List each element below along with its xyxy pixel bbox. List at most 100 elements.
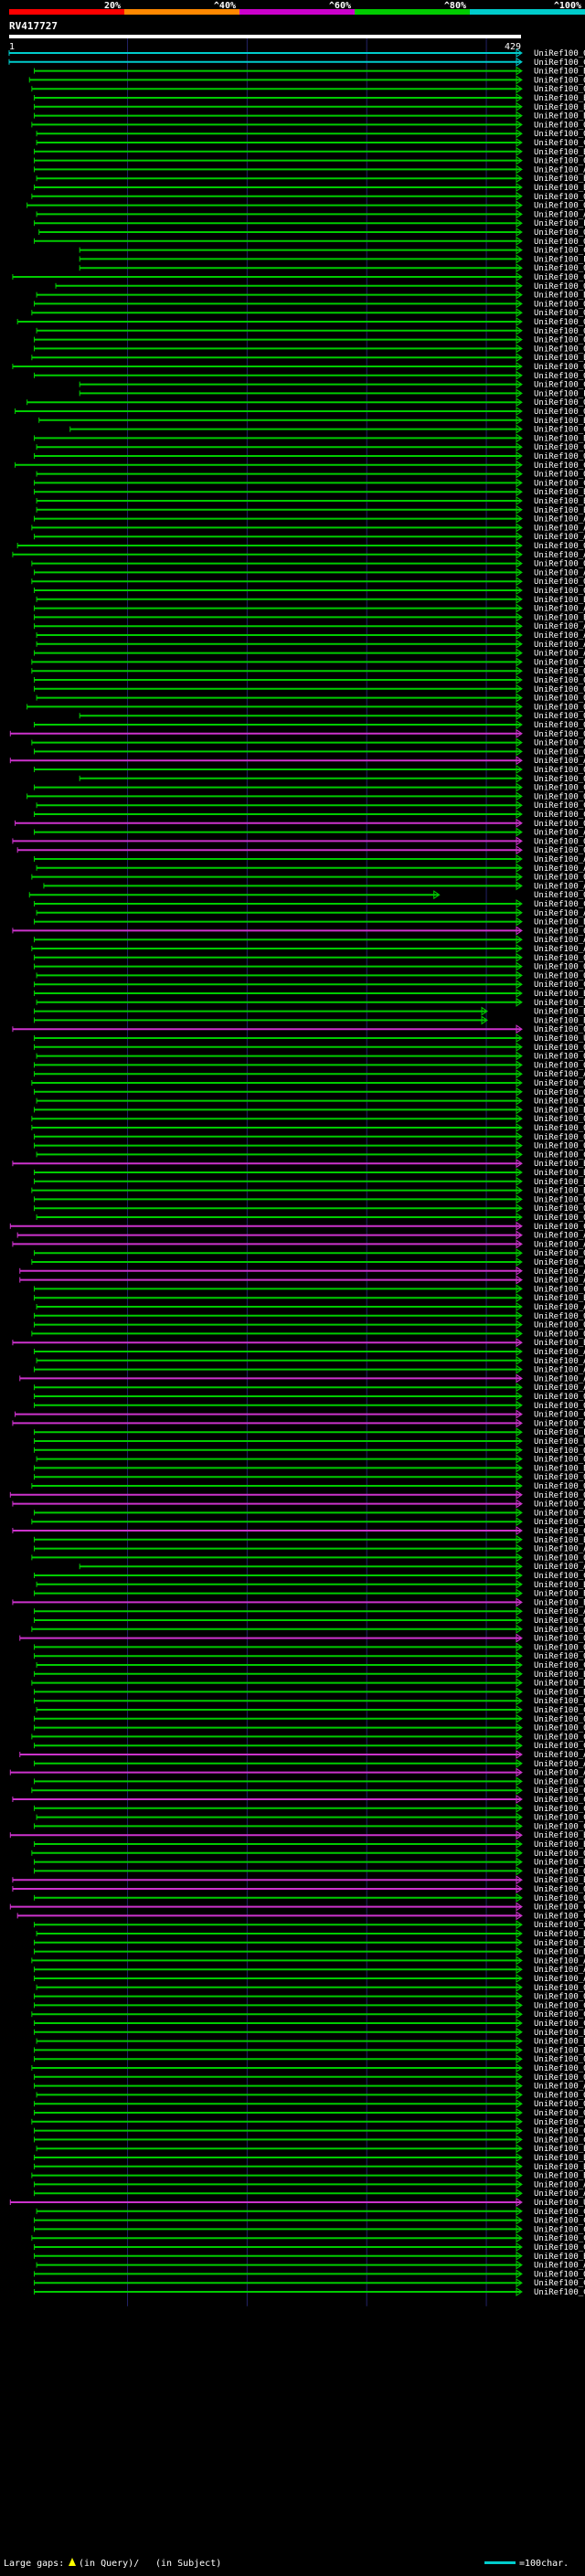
hit-label: UniRef100_C5ZG58 [534,1903,585,1913]
scale-label: ^80% [444,1,466,11]
hit-end-arrow [516,1839,523,1849]
hit-label: UniRef100_Q5U1M3 [534,1133,585,1142]
scale-segment [470,9,585,15]
query-line [9,35,521,38]
hit-label: UniRef100_B4F8H0 [534,1008,585,1017]
hit-end-arrow [516,353,523,363]
hit-end-arrow [516,1096,523,1106]
hit-label: UniRef100_A7PRM2 [534,1267,585,1277]
hit-label: UniRef100_A2YCH1 [534,2189,585,2199]
hit-end-arrow [516,827,523,837]
hit-end-arrow [516,1418,523,1428]
hit-end-arrow [516,155,523,165]
hit-end-arrow [516,872,523,882]
hit-end-arrow [516,549,523,559]
hit-end-arrow [516,1991,523,2001]
hit-label: UniRef100_Q94DM4 [534,578,585,587]
hit-label: UniRef100_B2G334 [534,112,585,122]
hit-end-arrow [516,2278,523,2288]
hit-label: UniRef100_Q43782 [534,238,585,247]
hit-label: UniRef100_Q8S130 [534,1867,585,1876]
hit-label: UniRef100_A9SS06 [534,1563,585,1572]
hit-end-arrow [516,2081,523,2091]
hit-end-arrow [516,980,523,990]
hit-end-arrow [516,1463,523,1473]
hit-label: UniRef100_B9R6M9 [534,1939,585,1948]
hit-label: UniRef100_Q40069 [534,363,585,372]
hit-end-arrow [516,2125,523,2136]
hit-label: UniRef100_A7Q777 [534,165,585,175]
hit-label: UniRef100_Q7SZU8 [534,1402,585,1411]
hit-end-arrow [516,487,523,497]
hit-label: UniRef100_A7PN76 [534,1545,585,1554]
hit-end-arrow [516,1633,523,1643]
hit-label: UniRef100_B9SJK5 [534,1160,585,1169]
hit-end-arrow [516,1034,523,1043]
hit-end-arrow [516,1678,523,1688]
hit-label: UniRef100_B9INZ9 [534,1670,585,1680]
hit-label: UniRef100_P22196 [534,1428,585,1437]
query-gap-icon [69,2558,76,2566]
hit-label: UniRef100_B4FK72 [534,1178,585,1187]
hit-label: UniRef100_A7P0Q6 [534,1374,585,1383]
hit-label: UniRef100_C7DSJ6 [534,1912,585,1921]
hit-label: UniRef100_C0P4S1 [534,2118,585,2127]
hit-label: UniRef100_A7YDM9 [534,1303,585,1312]
hit-end-arrow [516,836,523,846]
hit-label: UniRef100_Q5U1N0 [534,685,585,694]
hit-end-arrow [516,1373,523,1383]
hit-end-arrow [516,881,523,891]
hit-end-arrow [516,773,523,783]
hit-label: UniRef100_Q2Z959 [534,1491,585,1500]
hit-end-arrow [516,2054,523,2064]
hit-label: UniRef100_B4FKG0 [534,1590,585,1599]
hit-end-arrow [516,917,523,927]
scale-label: 20% [104,1,121,11]
hit-label: UniRef100_Q4A3Z7 [534,1214,585,1223]
hit-label: UniRef100_C5YZJ1 [534,2010,585,2019]
hit-label: UniRef100_Q43872 [534,1473,585,1482]
hit-end-arrow [516,2000,523,2010]
hit-end-arrow [516,2019,523,2028]
hit-label: UniRef100_Q7SZU9 [534,766,585,775]
hit-label: UniRef100_Q2ZE10 [534,398,585,408]
hit-label: UniRef100_B9H7V4 [534,94,585,103]
hit-label: UniRef100_Q9FYS6 [534,542,585,551]
hit-end-arrow [516,2170,523,2180]
hit-end-arrow [516,1293,523,1303]
hit-end-arrow [516,675,523,684]
hit-end-arrow [516,693,523,703]
hit-label: UniRef100_A5C701 [534,1966,585,1975]
hit-end-arrow [516,1266,523,1276]
hit-label: UniRef100_A9SES1 [534,1070,585,1079]
hit-label: UniRef100_A9SSB8 [534,1348,585,1357]
hit-end-arrow [516,138,523,147]
scale-label: ^60% [329,1,351,11]
hit-end-arrow [516,1669,523,1679]
hit-end-arrow [516,684,523,694]
hit-end-arrow [516,209,523,219]
hit-end-arrow [516,183,523,192]
hit-end-arrow [516,2045,523,2055]
hit-label: UniRef100_B9N8M8 [534,1948,585,1957]
hit-label: UniRef100_Q4A3Z0 [534,1509,585,1518]
hit-end-arrow [516,1310,523,1320]
hit-end-arrow [516,1230,523,1240]
hit-label: UniRef100_Q43654 [534,85,585,94]
hit-label: UniRef100_Q4A3Y8 [534,1330,585,1339]
hit-label: UniRef100_A9S448 [534,1769,585,1778]
legend-scale-label: =100char. [519,2559,569,2569]
hit-end-arrow [516,1562,523,1572]
hit-end-arrow [516,907,523,917]
hit-end-arrow [516,1803,523,1813]
hit-label: UniRef100_A9RRP4 [534,641,585,650]
hit-end-arrow [516,1338,523,1348]
hit-end-arrow [516,1409,523,1419]
hit-end-arrow [516,756,523,766]
hit-label: UniRef100_Q513E8 [534,676,585,685]
hit-end-arrow [516,1750,523,1759]
hit-label: UniRef100_B9GQ09 [534,2154,585,2163]
hit-end-arrow [516,1946,523,1956]
hit-label: UniRef100_Q4A3Y5 [534,1724,585,1733]
